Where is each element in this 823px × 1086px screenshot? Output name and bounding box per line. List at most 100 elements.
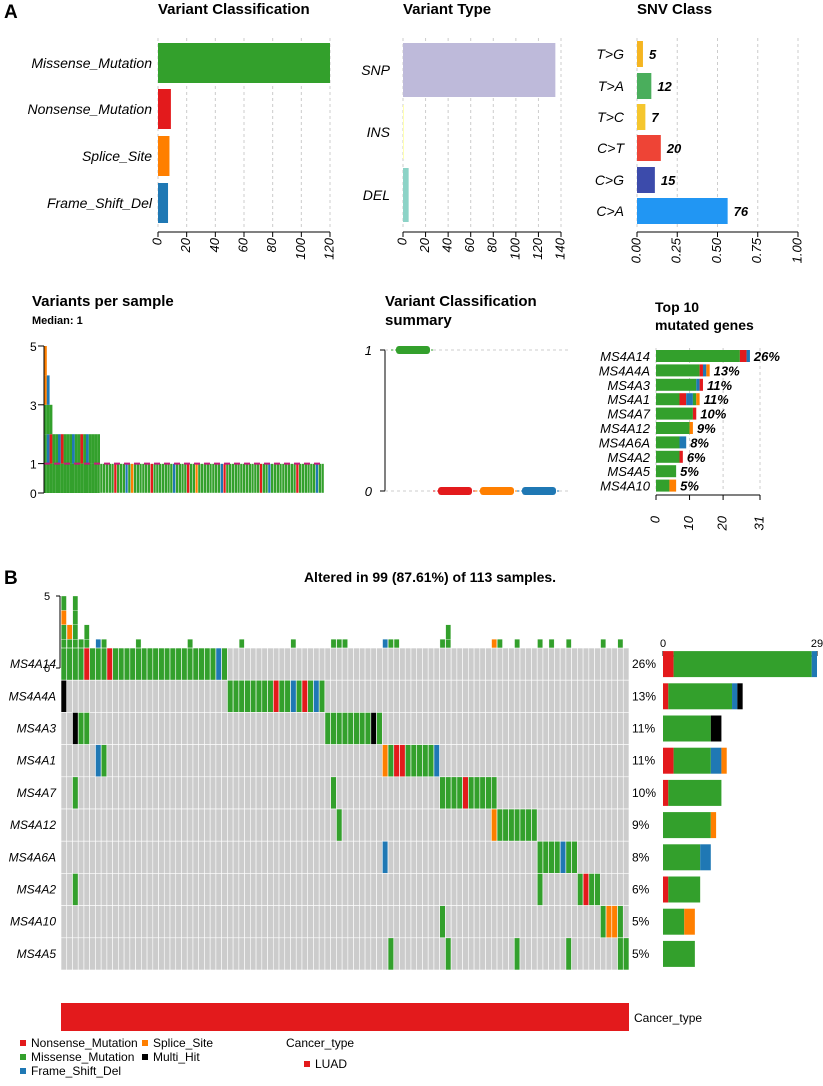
onco-cell [141,905,148,939]
onco-cell [387,840,395,874]
onco-cell [582,679,590,713]
onco-cell [163,873,171,906]
onco-cell [622,776,630,810]
onco-cell [227,840,234,874]
snv-class-title: SNV Class [637,1,712,18]
onco-cell [192,776,199,810]
onco-cell [330,808,337,842]
onco-cell [72,712,79,745]
onco-cell [163,647,171,681]
onco-tmb-label: 0 [44,663,50,675]
onco-cell [169,776,177,810]
onco-cell [221,840,228,874]
onco-cell [77,712,85,745]
onco-cell [359,776,366,810]
onco-cell [548,776,555,810]
onco-cell [381,744,389,778]
onco-cell [491,776,498,810]
onco-cell [278,744,286,778]
onco-cell [456,744,463,778]
onco-cell [221,679,228,713]
onco-cell [175,679,182,713]
onco-cell [100,937,108,971]
onco-cell [462,905,469,939]
onco-cell [617,679,624,713]
onco-cell [261,776,268,810]
onco-cell [364,937,372,971]
onco-cell [221,808,228,842]
vps-bar-segment [180,463,185,494]
onco-cell [100,905,108,939]
onco-cell [456,679,463,713]
onco-cell [433,744,440,778]
vps-bar-segment [197,463,201,494]
onco-cell [565,712,572,745]
onco-cell [450,840,458,874]
onco-cell [60,937,68,971]
onco-cell [227,905,234,939]
onco-cell [611,840,618,874]
top-bar-segment [656,422,690,434]
onco-cell [215,776,222,810]
onco-cell [89,712,96,745]
onco-cell [129,679,136,713]
onco-cell [387,937,395,971]
onco-cell [135,776,142,810]
onco-cell [272,937,280,971]
onco-cell [559,840,567,874]
onco-cell [594,744,601,778]
onco-cell [605,905,613,939]
onco-cell [376,712,383,745]
onco-cell [548,712,555,745]
onco-cell [513,840,521,874]
snv-category-label: C>T [597,140,625,156]
onco-cell [336,744,343,778]
onco-cell [295,647,303,681]
snv-count-label: 5 [649,47,657,62]
onco-cell [536,712,544,745]
onco-cell [519,905,527,939]
onco-cell [559,873,567,906]
onco-cell [404,679,412,713]
onco-cell [359,905,366,939]
onco-cell [491,679,498,713]
snv-category-label: C>A [596,203,624,219]
vps-bar-segment [307,463,311,494]
onco-side-bar [663,940,695,967]
onco-cell [364,873,372,906]
onco-cell [491,744,498,778]
onco-cell [158,679,165,713]
onco-cell [479,712,486,745]
vc-category-label: Frame_Shift_Del [47,195,153,211]
onco-cell [479,647,486,681]
onco-cell [393,647,400,681]
onco-cell [318,840,326,874]
onco-cell [422,937,429,971]
onco-cell [232,905,240,939]
onco-cell [198,808,205,842]
onco-cell [227,712,234,745]
onco-cell [301,679,309,713]
onco-cell [272,679,280,713]
onco-cell [209,744,217,778]
onco-cell [284,776,291,810]
vps-bar-segment [66,463,70,493]
onco-cell [353,647,360,681]
onco-cell [582,937,590,971]
onco-cell [439,808,446,842]
vps-bar-segment [186,463,190,494]
onco-cell [152,776,159,810]
onco-cell [445,937,452,971]
onco-cell [479,679,486,713]
onco-cell [462,776,469,810]
onco-cell [272,840,280,874]
onco-cell [577,647,584,681]
vps-bar-segment [52,434,56,464]
onco-cell [141,679,148,713]
onco-cell [89,937,96,971]
onco-cell [66,840,73,874]
onco-cell [141,840,148,874]
onco-cell [381,873,389,906]
vps-bar-segment [94,434,98,464]
onco-cell [600,712,607,745]
